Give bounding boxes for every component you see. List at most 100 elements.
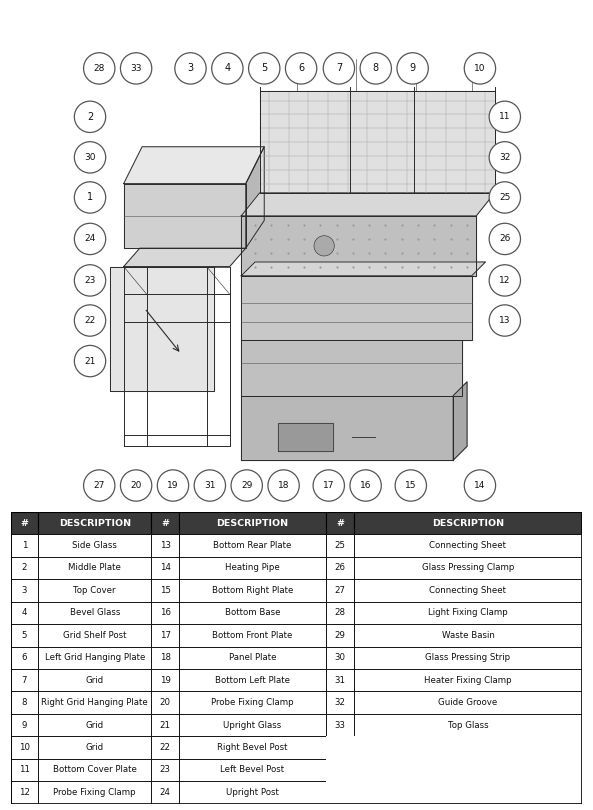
- Text: 23: 23: [160, 765, 171, 774]
- Bar: [151, 535, 178, 556]
- Text: 20: 20: [160, 698, 171, 707]
- Text: 29: 29: [241, 481, 253, 490]
- Text: Grid: Grid: [85, 721, 104, 730]
- Text: Probe Fixing Clamp: Probe Fixing Clamp: [53, 788, 136, 797]
- Bar: [326, 556, 353, 579]
- Bar: [326, 579, 353, 602]
- Circle shape: [464, 53, 496, 84]
- Circle shape: [74, 305, 106, 336]
- Bar: [151, 669, 178, 692]
- Polygon shape: [241, 340, 463, 395]
- Text: Upright Glass: Upright Glass: [224, 721, 282, 730]
- Bar: [353, 669, 582, 692]
- Polygon shape: [241, 276, 471, 340]
- Polygon shape: [110, 266, 213, 391]
- Text: 25: 25: [499, 193, 511, 202]
- Bar: [151, 781, 178, 804]
- Text: 16: 16: [160, 608, 171, 617]
- Bar: [38, 556, 151, 579]
- Text: 3: 3: [21, 586, 27, 595]
- Circle shape: [74, 345, 106, 377]
- Text: 14: 14: [160, 564, 171, 573]
- Circle shape: [74, 181, 106, 213]
- Bar: [38, 579, 151, 602]
- Bar: [178, 556, 326, 579]
- Text: Right Grid Hanging Plate: Right Grid Hanging Plate: [42, 698, 148, 707]
- Bar: [353, 692, 582, 714]
- Circle shape: [489, 181, 521, 213]
- Bar: [151, 759, 178, 781]
- Bar: [326, 624, 353, 646]
- Bar: [38, 736, 151, 759]
- Text: 12: 12: [499, 276, 511, 285]
- Polygon shape: [124, 184, 246, 248]
- Text: Top Glass: Top Glass: [448, 721, 488, 730]
- Bar: [326, 646, 353, 669]
- Text: PARTS DIAGRAM and LIST: PARTS DIAGRAM and LIST: [177, 14, 416, 32]
- Text: DESCRIPTION: DESCRIPTION: [216, 518, 289, 527]
- Text: Bottom Rear Plate: Bottom Rear Plate: [213, 541, 292, 550]
- Bar: [326, 669, 353, 692]
- Bar: [11, 714, 38, 736]
- Bar: [151, 646, 178, 669]
- Bar: [178, 759, 326, 781]
- Bar: [11, 535, 38, 556]
- Text: 30: 30: [334, 653, 346, 663]
- Text: Connecting Sheet: Connecting Sheet: [429, 586, 506, 595]
- Bar: [151, 512, 178, 535]
- Text: 9: 9: [410, 63, 416, 74]
- Text: 25: 25: [334, 541, 346, 550]
- Text: 17: 17: [323, 481, 334, 490]
- Bar: [326, 781, 353, 804]
- Bar: [353, 535, 582, 556]
- Circle shape: [74, 224, 106, 254]
- Text: Bevel Glass: Bevel Glass: [69, 608, 120, 617]
- Text: 1: 1: [21, 541, 27, 550]
- Bar: [353, 624, 582, 646]
- Text: 8: 8: [373, 63, 379, 74]
- Bar: [11, 692, 38, 714]
- Bar: [11, 669, 38, 692]
- Text: 22: 22: [160, 743, 171, 752]
- Text: Bottom Right Plate: Bottom Right Plate: [212, 586, 293, 595]
- Text: Bottom Base: Bottom Base: [225, 608, 280, 617]
- Text: 9: 9: [22, 721, 27, 730]
- Text: Heating Pipe: Heating Pipe: [225, 564, 280, 573]
- Bar: [353, 759, 582, 781]
- Text: 16: 16: [360, 481, 371, 490]
- Circle shape: [74, 101, 106, 133]
- Bar: [353, 579, 582, 602]
- Circle shape: [285, 53, 317, 84]
- Text: 23: 23: [84, 276, 95, 285]
- Polygon shape: [241, 216, 476, 276]
- Circle shape: [350, 470, 381, 501]
- Bar: [151, 579, 178, 602]
- Text: 27: 27: [94, 481, 105, 490]
- Text: 13: 13: [160, 541, 171, 550]
- Text: Left Bevel Post: Left Bevel Post: [221, 765, 285, 774]
- Text: 15: 15: [160, 586, 171, 595]
- Circle shape: [120, 53, 152, 84]
- Bar: [178, 646, 326, 669]
- Bar: [178, 781, 326, 804]
- Polygon shape: [246, 147, 264, 248]
- Text: 33: 33: [334, 721, 346, 730]
- Bar: [11, 624, 38, 646]
- Bar: [38, 646, 151, 669]
- Text: #: #: [161, 518, 169, 527]
- Text: 10: 10: [19, 743, 30, 752]
- Polygon shape: [260, 92, 495, 193]
- Bar: [38, 512, 151, 535]
- Text: 2: 2: [87, 112, 93, 122]
- Text: Light Fixing Clamp: Light Fixing Clamp: [428, 608, 508, 617]
- Circle shape: [323, 53, 355, 84]
- Bar: [326, 714, 353, 736]
- Text: 8: 8: [21, 698, 27, 707]
- Bar: [151, 602, 178, 624]
- Text: Middle Plate: Middle Plate: [68, 564, 121, 573]
- Circle shape: [489, 305, 521, 336]
- Text: Right Bevel Post: Right Bevel Post: [217, 743, 288, 752]
- Circle shape: [360, 53, 391, 84]
- Circle shape: [120, 470, 152, 501]
- Text: 29: 29: [334, 631, 345, 640]
